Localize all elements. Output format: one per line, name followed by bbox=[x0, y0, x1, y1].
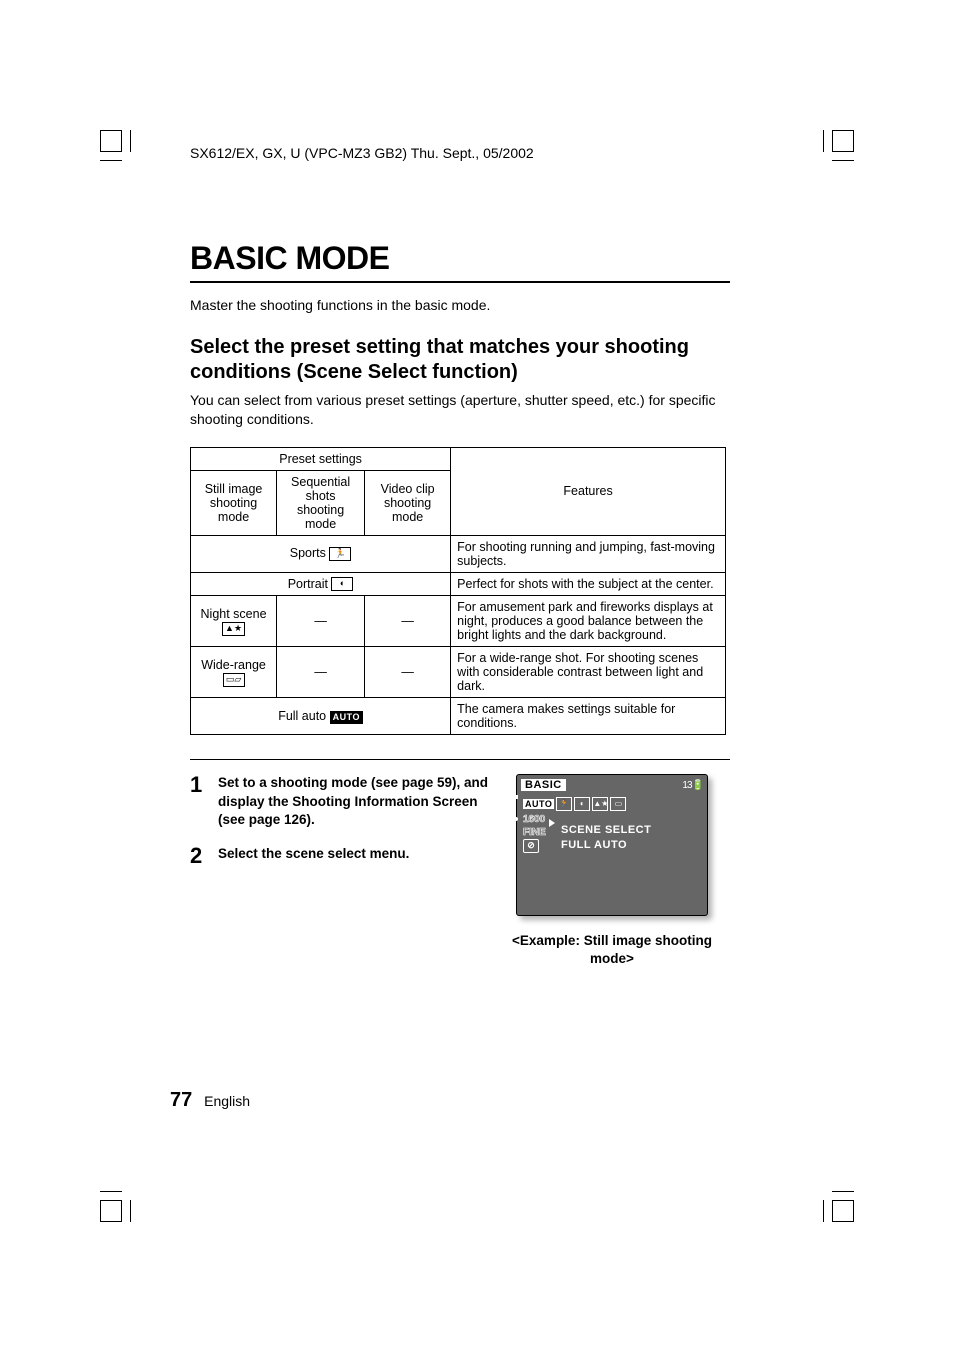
section-subtitle: Select the preset setting that matches y… bbox=[190, 335, 730, 385]
lcd-auto-badge: AUTO bbox=[523, 799, 554, 809]
step-2-text: Select the scene select menu. bbox=[218, 845, 409, 867]
page-footer: 77 English bbox=[170, 1089, 250, 1112]
lcd-edge-marker-1 bbox=[514, 795, 518, 799]
wide-seq-dash: — bbox=[277, 647, 365, 698]
night-video-dash: — bbox=[365, 596, 451, 647]
lcd-pointer-icon bbox=[549, 819, 555, 827]
row-portrait: Portrait ◐ Perfect for shots with the su… bbox=[191, 572, 726, 596]
night-scene-icon: ▲★ bbox=[222, 622, 245, 636]
lcd-menu-title: SCENE SELECT bbox=[561, 823, 651, 838]
th-seq: Sequential shots shooting mode bbox=[277, 470, 365, 535]
portrait-icon: ◐ bbox=[331, 577, 353, 591]
lcd-sports-icon: 🏃 bbox=[556, 797, 572, 811]
mid-rule bbox=[190, 759, 730, 760]
wide-video-dash: — bbox=[365, 647, 451, 698]
step-2: 2 Select the scene select menu. bbox=[190, 845, 490, 867]
th-video: Video clip shooting mode bbox=[365, 470, 451, 535]
lcd-quality: FINE bbox=[523, 826, 546, 839]
section-intro: You can select from various preset setti… bbox=[190, 391, 730, 429]
crop-mark-tl bbox=[100, 130, 140, 170]
label-sports: Sports bbox=[290, 546, 326, 560]
feature-wide: For a wide-range shot. For shooting scen… bbox=[451, 647, 726, 698]
intro-text: Master the shooting functions in the bas… bbox=[190, 297, 730, 313]
row-sports: Sports 🏃 For shooting running and jumpin… bbox=[191, 535, 726, 572]
page-language: English bbox=[204, 1093, 250, 1109]
lcd-caption: <Example: Still image shooting mode> bbox=[508, 932, 716, 967]
preset-table: Preset settings Features Still image sho… bbox=[190, 447, 726, 736]
step-2-number: 2 bbox=[190, 845, 218, 867]
lcd-resolution: 1600 bbox=[523, 813, 546, 826]
row-night: Night scene ▲★ — — For amusement park an… bbox=[191, 596, 726, 647]
th-preset: Preset settings bbox=[191, 447, 451, 470]
crop-mark-tr bbox=[814, 130, 854, 170]
feature-auto: The camera makes settings suitable for c… bbox=[451, 698, 726, 735]
step-1-text: Set to a shooting mode (see page 59), an… bbox=[218, 774, 490, 829]
label-auto: Full auto bbox=[278, 709, 326, 723]
doc-header: SX612/EX, GX, U (VPC-MZ3 GB2) Thu. Sept.… bbox=[190, 145, 534, 161]
lcd-edge-marker-2 bbox=[514, 817, 518, 821]
label-wide: Wide-range bbox=[201, 658, 266, 672]
label-portrait: Portrait bbox=[288, 577, 328, 591]
row-auto: Full auto AUTO The camera makes settings… bbox=[191, 698, 726, 735]
lcd-basic-badge: BASIC bbox=[521, 779, 566, 791]
feature-night: For amusement park and fireworks display… bbox=[451, 596, 726, 647]
night-seq-dash: — bbox=[277, 596, 365, 647]
th-still: Still image shooting mode bbox=[191, 470, 277, 535]
crop-mark-br bbox=[814, 1182, 854, 1222]
title-rule bbox=[190, 281, 730, 283]
full-auto-icon: AUTO bbox=[330, 711, 363, 724]
row-wide: Wide-range ▭▱ — — For a wide-range shot.… bbox=[191, 647, 726, 698]
lcd-screenshot: BASIC 13🔋 AUTO 🏃 ◐ ▲★ ▭ 1600 FINE ⊘ bbox=[516, 774, 708, 916]
page-number: 77 bbox=[170, 1089, 192, 1111]
lcd-wide-icon: ▭ bbox=[610, 797, 626, 811]
feature-portrait: Perfect for shots with the subject at th… bbox=[451, 572, 726, 596]
lcd-battery-indicator: 13🔋 bbox=[682, 780, 703, 791]
sports-icon: 🏃 bbox=[329, 547, 351, 561]
lcd-night-icon: ▲★ bbox=[592, 797, 608, 811]
step-1-number: 1 bbox=[190, 774, 218, 829]
lcd-portrait-icon: ◐ bbox=[574, 797, 590, 811]
wide-range-icon: ▭▱ bbox=[223, 673, 245, 687]
label-night: Night scene bbox=[201, 607, 267, 621]
lcd-af-icon: ⊘ bbox=[523, 839, 539, 853]
feature-sports: For shooting running and jumping, fast-m… bbox=[451, 535, 726, 572]
th-features: Features bbox=[451, 447, 726, 535]
page-title: BASIC MODE bbox=[190, 240, 730, 277]
crop-mark-bl bbox=[100, 1182, 140, 1222]
step-1: 1 Set to a shooting mode (see page 59), … bbox=[190, 774, 490, 829]
lcd-menu-value: FULL AUTO bbox=[561, 838, 651, 853]
